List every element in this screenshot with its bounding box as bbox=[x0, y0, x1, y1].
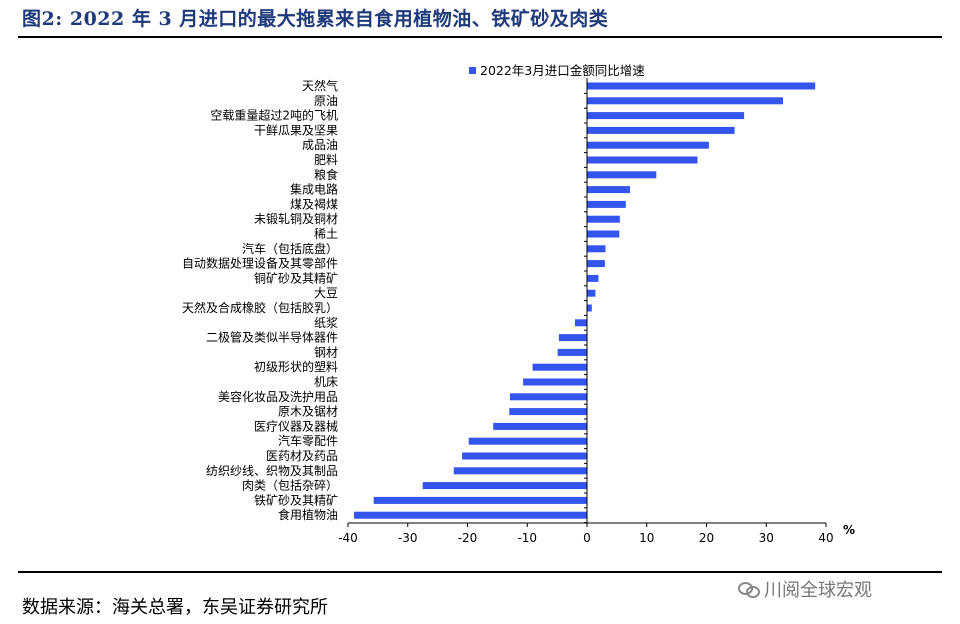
category-label-13: 铜矿砂及其精矿 bbox=[254, 270, 338, 285]
x-tick-label-5: 10 bbox=[639, 531, 654, 545]
category-label-17: 二极管及类似半导体器件 bbox=[206, 330, 338, 345]
category-label-14: 大豆 bbox=[314, 286, 338, 300]
bar-23 bbox=[493, 422, 587, 430]
category-label-20: 机床 bbox=[314, 375, 338, 389]
bar-11 bbox=[587, 245, 606, 253]
x-axis-unit: % bbox=[843, 523, 855, 537]
bar-10 bbox=[587, 230, 620, 238]
category-label-7: 集成电路 bbox=[290, 182, 338, 197]
bar-12 bbox=[587, 260, 605, 268]
x-tick-label-3: -10 bbox=[517, 531, 537, 545]
category-label-15: 天然及合成橡胶（包括胶乳） bbox=[182, 300, 338, 315]
bar-29 bbox=[354, 511, 587, 519]
x-tick-label-0: -40 bbox=[338, 531, 358, 545]
bar-0 bbox=[587, 82, 816, 90]
category-label-12: 自动数据处理设备及其零部件 bbox=[182, 256, 338, 271]
category-label-26: 纺织纱线、织物及其制品 bbox=[206, 464, 338, 478]
x-tick-label-8: 40 bbox=[818, 531, 833, 545]
category-label-11: 汽车（包括底盘） bbox=[242, 241, 338, 256]
watermark-text: 川阅全球宏观 bbox=[764, 580, 872, 601]
bar-17 bbox=[558, 334, 587, 342]
bar-28 bbox=[373, 496, 587, 504]
bar-9 bbox=[587, 215, 620, 223]
x-tick-label-4: 0 bbox=[583, 531, 591, 545]
bar-27 bbox=[422, 482, 587, 490]
bar-1 bbox=[587, 97, 783, 105]
category-label-8: 煤及褐煤 bbox=[290, 196, 338, 211]
bar-3 bbox=[587, 126, 735, 134]
bar-13 bbox=[587, 274, 599, 282]
category-label-29: 食用植物油 bbox=[278, 507, 338, 522]
x-tick-label-1: -30 bbox=[398, 531, 418, 545]
x-tick-label-2: -20 bbox=[458, 531, 478, 545]
category-label-19: 初级形状的塑料 bbox=[254, 359, 338, 374]
x-axis: -40 -30 -20 -10 0 10 20 30 40 bbox=[338, 78, 834, 545]
bars-group bbox=[354, 82, 816, 519]
chart-legend: 2022年3月进口金额同比增速 bbox=[469, 63, 645, 78]
category-label-0: 天然气 bbox=[302, 78, 338, 93]
category-label-5: 肥料 bbox=[314, 153, 338, 167]
legend-label: 2022年3月进口金额同比增速 bbox=[480, 63, 645, 78]
category-label-23: 医疗仪器及器械 bbox=[254, 418, 338, 433]
bar-14 bbox=[587, 289, 596, 297]
legend-swatch bbox=[469, 67, 476, 74]
bar-8 bbox=[587, 200, 626, 208]
bar-19 bbox=[532, 363, 587, 371]
category-label-16: 纸浆 bbox=[314, 315, 338, 330]
bar-21 bbox=[509, 393, 587, 401]
category-label-3: 干鲜瓜果及坚果 bbox=[254, 123, 338, 137]
bar-25 bbox=[462, 452, 587, 460]
x-tick-label-7: 30 bbox=[759, 531, 774, 545]
bottom-rule bbox=[18, 571, 942, 573]
bar-6 bbox=[587, 171, 657, 179]
category-label-22: 原木及锯材 bbox=[278, 404, 338, 419]
bar-24 bbox=[468, 437, 587, 445]
figure-title: 图2: 2022 年 3 月进口的最大拖累来自食用植物油、铁矿砂及肉类 bbox=[22, 8, 609, 30]
category-label-2: 空载重量超过2吨的飞机 bbox=[210, 108, 338, 123]
bar-5 bbox=[587, 156, 698, 164]
category-label-27: 肉类（包括杂碎） bbox=[242, 478, 338, 493]
category-label-1: 原油 bbox=[314, 94, 338, 108]
top-rule bbox=[18, 36, 942, 38]
category-label-4: 成品油 bbox=[302, 138, 338, 152]
category-label-24: 汽车零配件 bbox=[278, 433, 338, 448]
category-label-6: 粮食 bbox=[314, 167, 338, 182]
category-label-18: 钢材 bbox=[314, 345, 338, 359]
category-labels: 天然气原油空载重量超过2吨的飞机干鲜瓜果及坚果成品油肥料粮食集成电路煤及褐煤未锻… bbox=[182, 78, 587, 524]
wechat-icon bbox=[738, 580, 760, 598]
bar-22 bbox=[509, 408, 587, 416]
bar-26 bbox=[453, 467, 587, 475]
bar-16 bbox=[575, 319, 587, 327]
bar-20 bbox=[523, 378, 587, 386]
category-label-9: 未锻轧铜及铜材 bbox=[254, 211, 338, 226]
category-label-28: 铁矿砂及其精矿 bbox=[254, 493, 338, 507]
bar-4 bbox=[587, 141, 709, 149]
source-note: 数据来源：海关总署，东吴证券研究所 bbox=[22, 597, 328, 618]
watermark: 川阅全球宏观 bbox=[738, 576, 872, 602]
bar-18 bbox=[557, 348, 587, 356]
bar-chart: 2022年3月进口金额同比增速 天然气原油空载重量超过2吨的飞机干鲜瓜果及坚果成… bbox=[182, 63, 855, 545]
category-label-25: 医药材及药品 bbox=[266, 449, 338, 463]
bar-15 bbox=[587, 304, 592, 312]
bar-2 bbox=[587, 112, 745, 120]
category-label-21: 美容化妆品及洗护用品 bbox=[218, 389, 338, 404]
x-tick-label-6: 20 bbox=[699, 531, 714, 545]
category-label-10: 稀土 bbox=[314, 227, 338, 241]
bar-7 bbox=[587, 186, 630, 194]
